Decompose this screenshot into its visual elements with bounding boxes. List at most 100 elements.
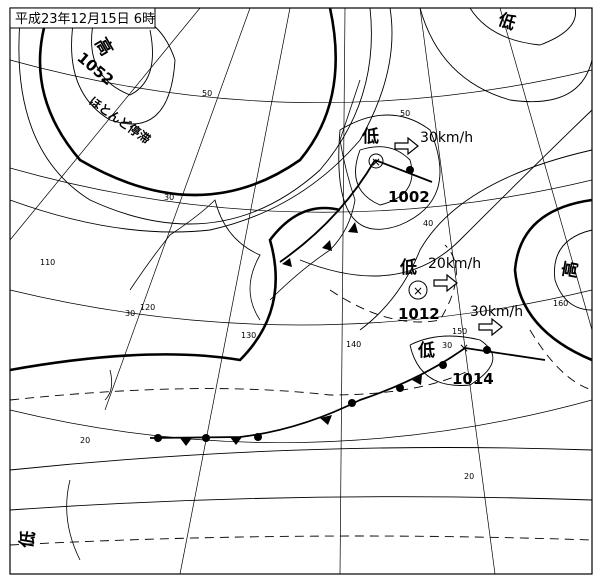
lon-label: 130: [241, 331, 256, 340]
speed-middle: 20km/h: [428, 256, 481, 272]
title-box: [9, 7, 156, 29]
pressure-1052: 1052: [74, 49, 118, 90]
x-mark-icon: ×: [413, 284, 423, 298]
low-centre-mark: [408, 280, 428, 300]
isobar: [554, 229, 593, 311]
graticule: [9, 7, 593, 575]
lon-label: 140: [346, 340, 361, 349]
longitude-line-140: [339, 7, 346, 575]
warm-front-symbol: [348, 399, 356, 407]
warm-front-symbol: [202, 434, 210, 442]
cold-front-north: [279, 159, 376, 263]
map-title: 平成23年12月15日 6時: [15, 12, 155, 27]
stationary-front: [149, 347, 466, 439]
lat-label: 30: [164, 193, 174, 202]
high-label-east: 高: [559, 259, 583, 279]
latitude-line-30: [9, 289, 593, 326]
isobar-dashed: [529, 329, 593, 391]
isobar: [419, 7, 593, 103]
longitude-line-110: [9, 7, 201, 241]
isobar: [9, 496, 593, 511]
coastline-philippines: [66, 479, 81, 561]
isobars: [9, 7, 593, 546]
x-mark-icon: ×: [371, 155, 381, 169]
cold-front-symbol: [322, 240, 332, 251]
lon-label: 120: [140, 303, 155, 312]
isobar: [18, 7, 372, 225]
lat-label: 50: [202, 89, 212, 98]
isobar: [469, 7, 576, 46]
lat-label: 40: [423, 219, 433, 228]
lat-label: 30: [442, 341, 452, 350]
isobar-1020: [9, 206, 341, 372]
coastline-asia: [129, 199, 261, 321]
system-labels: 低 高 1052 ほとんど停滞 低 30km/h 1002 低 20km/h 1…: [16, 9, 583, 551]
isobar-dashed: [9, 535, 593, 546]
low-label-south: 低: [417, 340, 435, 361]
cold-front-symbol: [282, 258, 292, 267]
lon-label: 110: [40, 258, 55, 267]
longitude-line-150: [419, 7, 496, 575]
warm-front-symbol: [406, 166, 414, 174]
isobar-high-east: [513, 198, 593, 362]
map-frame: [9, 7, 593, 575]
low-label-north: 低: [361, 126, 379, 147]
warm-front-symbol: [439, 361, 447, 369]
pressure-1012: 1012: [398, 305, 440, 323]
isobar-dashed: [9, 369, 471, 401]
isobar: [9, 7, 393, 233]
low-label-middle: 低: [399, 257, 417, 278]
lat-label: 20: [80, 436, 90, 445]
latitude-line-20: [9, 399, 593, 443]
isobar: [91, 14, 153, 96]
low-centre-mark: [368, 153, 384, 169]
low-label-topright: 低: [494, 9, 518, 35]
longitude-line-160: [499, 7, 593, 331]
speed-south: 30km/h: [470, 304, 523, 320]
grid-labels: 50 50 40 30 30 30 20 20 110 120 130 140 …: [40, 89, 568, 481]
warm-front-symbol: [254, 433, 262, 441]
x-mark-icon: ×: [459, 341, 469, 355]
cold-front-symbol: [230, 437, 242, 445]
latitude-line-50: [9, 59, 593, 103]
coastlines: [66, 79, 361, 561]
lat-label: 30: [125, 309, 135, 318]
warm-front-north: [374, 159, 433, 183]
warm-front-symbol: [154, 434, 162, 442]
low-label-bottomleft: 低: [16, 529, 40, 550]
pressure-1002: 1002: [388, 188, 430, 206]
lat-label: 50: [400, 109, 410, 118]
speed-north: 30km/h: [420, 130, 473, 146]
pressure-centres: × × ×: [368, 153, 469, 355]
cold-front-symbol: [412, 375, 422, 385]
lon-label: 160: [553, 299, 568, 308]
isobar: [9, 447, 593, 471]
longitude-line-130: [179, 7, 291, 575]
isobar: [338, 114, 441, 230]
longitude-line-120: [104, 7, 251, 411]
isobar: [409, 335, 494, 386]
warm-front-symbol: [396, 384, 404, 392]
isobar: [355, 146, 413, 206]
arrow-right-icon: [478, 317, 503, 337]
lat-label: 20: [464, 472, 474, 481]
arrow-right-icon: [394, 136, 419, 156]
cold-front-symbol: [320, 415, 332, 425]
latitude-line-40: [9, 167, 593, 213]
movement-arrows: [394, 136, 503, 337]
fronts: [149, 159, 546, 446]
coastline-taiwan: [104, 369, 113, 401]
warm-front-south: [464, 347, 546, 361]
isobar: [299, 109, 593, 277]
isobar-dashed: [329, 244, 457, 323]
warm-front-symbol: [483, 346, 491, 354]
isobar-1040: [38, 7, 337, 197]
stationary-note: ほとんど停滞: [86, 93, 153, 146]
isobar: [359, 149, 593, 331]
arrow-right-icon: [433, 273, 458, 293]
front-symbols: [154, 166, 491, 446]
cold-front-symbol: [180, 438, 192, 446]
pressure-1014: 1014: [452, 370, 494, 388]
cold-front-symbol: [348, 222, 358, 233]
